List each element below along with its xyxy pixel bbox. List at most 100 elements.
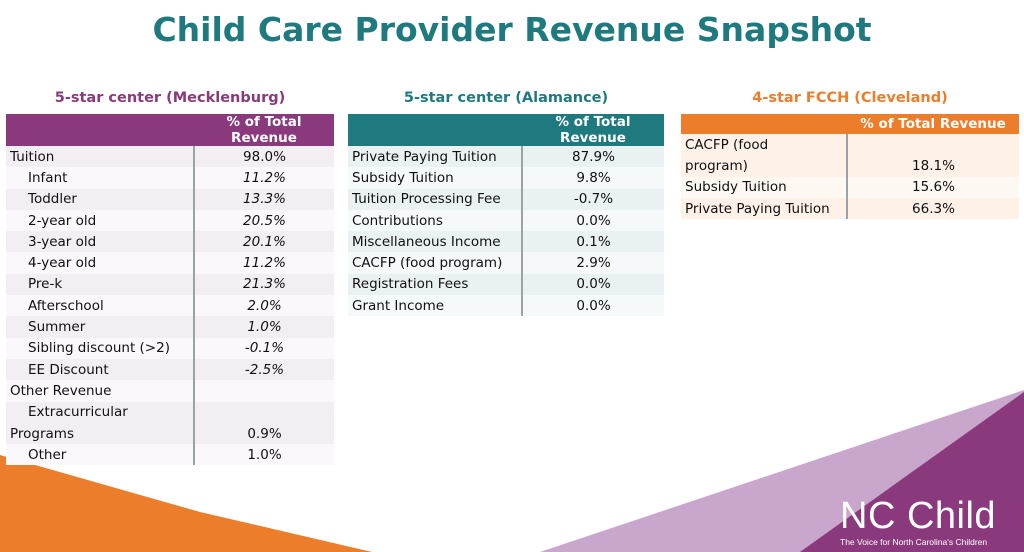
row-value: 98.0% <box>243 148 286 165</box>
row-value: 0.0% <box>576 297 611 314</box>
row-label: Summer <box>6 316 195 338</box>
row-label: Private Paying Tuition <box>681 197 848 220</box>
table-row: Private Paying Tuition 66.3% <box>681 197 1019 220</box>
percent-header: % of Total Revenue <box>555 114 631 146</box>
cleveland-table-block: 4-star FCCH (Cleveland) % of Total Reven… <box>681 90 1019 220</box>
row-label: Infant <box>6 167 195 189</box>
table-row: Contributions 0.0% <box>348 209 664 232</box>
mecklenburg-table-block: 5-star center (Mecklenburg) % of Total R… <box>6 90 334 466</box>
row-value: 0.1% <box>576 233 611 250</box>
row-label: 2-year old <box>6 209 195 232</box>
row-value: -0.7% <box>573 191 614 208</box>
row-value: -0.1% <box>244 340 285 357</box>
percent-header: % of Total Revenue <box>860 116 1006 132</box>
table-row: Miscellaneous Income 0.1% <box>348 231 664 253</box>
row-value: 1.0% <box>247 446 282 463</box>
row-label: Miscellaneous Income <box>348 231 523 253</box>
logo-name: NC Child <box>840 495 997 537</box>
row-label: 3-year old <box>6 231 195 253</box>
table-row: Toddler 13.3% <box>6 188 334 210</box>
row-label: Subsidy Tuition <box>348 167 523 189</box>
row-value: 20.1% <box>243 233 286 250</box>
table-row: 4-year old 11.2% <box>6 252 334 274</box>
row-label: Other <box>6 444 195 466</box>
table-row: Sibling discount (>2) -0.1% <box>6 337 334 359</box>
table-row: Subsidy Tuition 15.6% <box>681 176 1019 198</box>
table-header-row: % of Total Revenue <box>348 114 664 146</box>
table-row: Extracurricular <box>6 401 334 423</box>
table-row: Tuition Processing Fee -0.7% <box>348 188 664 210</box>
mecklenburg-caption: 5-star center (Mecklenburg) <box>54 90 286 106</box>
row-value: 87.9% <box>572 148 615 165</box>
row-value <box>194 380 334 401</box>
row-label: Sibling discount (>2) <box>6 337 195 359</box>
table-row: Private Paying Tuition 87.9% <box>348 146 664 168</box>
row-value: 20.5% <box>243 212 286 229</box>
label-header <box>348 114 522 146</box>
row-value: 18.1% <box>912 157 955 174</box>
row-label: EE Discount <box>6 358 195 381</box>
row-label: Registration Fees <box>348 273 523 296</box>
table-row: Tuition 98.0% <box>6 146 334 168</box>
row-label: Grant Income <box>348 295 523 317</box>
table-row: Subsidy Tuition 9.8% <box>348 167 664 189</box>
row-value: 9.8% <box>576 169 611 186</box>
row-label: Programs <box>6 422 195 445</box>
table-row: CACFP (food program) 2.9% <box>348 252 664 274</box>
table-row: 3-year old 20.1% <box>6 231 334 253</box>
table-row: Afterschool 2.0% <box>6 295 334 317</box>
row-label: Toddler <box>6 188 195 210</box>
table-row: Other Revenue <box>6 380 334 402</box>
row-value: 2.9% <box>576 255 611 272</box>
table-row: Pre-k 21.3% <box>6 273 334 296</box>
table-row: Grant Income 0.0% <box>348 295 664 317</box>
table-header-row: % of Total Revenue <box>681 114 1019 134</box>
row-label: Tuition <box>6 146 195 168</box>
row-value: 13.3% <box>243 191 286 208</box>
row-value: 11.2% <box>243 169 286 186</box>
alamance-table-block: 5-star center (Alamance) % of Total Reve… <box>348 90 664 317</box>
label-header <box>6 114 194 146</box>
alamance-caption: 5-star center (Alamance) <box>403 90 609 106</box>
label-header <box>681 114 847 134</box>
table-row: Programs 0.9% <box>6 422 334 445</box>
row-label: Extracurricular <box>6 401 195 423</box>
row-label: Other Revenue <box>6 380 195 402</box>
row-value: 11.2% <box>243 255 286 272</box>
row-label: CACFP (food program) <box>348 252 523 274</box>
row-label: Tuition Processing Fee <box>348 188 523 210</box>
row-label: Subsidy Tuition <box>681 176 848 198</box>
row-label: Private Paying Tuition <box>348 146 523 168</box>
row-value-empty <box>847 134 1019 155</box>
row-label: 4-year old <box>6 252 195 274</box>
logo-tagline: The Voice for North Carolina's Children <box>840 537 988 547</box>
slide-title: Child Care Provider Revenue Snapshot <box>152 10 872 49</box>
orange-shape <box>0 455 372 552</box>
mecklenburg-table: % of Total Revenue Tuition 98.0% Infant … <box>6 114 334 466</box>
row-label: Pre-k <box>6 273 195 296</box>
cleveland-caption: 4-star FCCH (Cleveland) <box>752 90 948 106</box>
table-row: CACFP (food <box>681 134 1019 156</box>
row-label: Afterschool <box>6 295 195 317</box>
row-value: -2.5% <box>244 361 285 378</box>
table-row: Registration Fees 0.0% <box>348 273 664 296</box>
percent-header: % of Total Revenue <box>226 114 302 146</box>
row-value: 0.0% <box>576 212 611 229</box>
table-row: Other 1.0% <box>6 444 334 466</box>
row-label: CACFP (food <box>681 134 848 156</box>
row-value: 15.6% <box>912 179 955 196</box>
purple-shape <box>800 392 1024 552</box>
row-label: Contributions <box>348 209 523 232</box>
table-row: program) 18.1% <box>681 155 1019 177</box>
row-value: 1.0% <box>247 319 282 336</box>
table-row: 2-year old 20.5% <box>6 209 334 232</box>
row-label: program) <box>681 155 848 177</box>
table-row: EE Discount -2.5% <box>6 358 334 381</box>
table-row: Infant 11.2% <box>6 167 334 189</box>
row-value: 0.0% <box>576 276 611 293</box>
row-value: 0.9% <box>247 425 282 442</box>
row-value: 2.0% <box>247 297 282 314</box>
row-value: 66.3% <box>912 200 955 217</box>
table-header-row: % of Total Revenue <box>6 114 334 146</box>
